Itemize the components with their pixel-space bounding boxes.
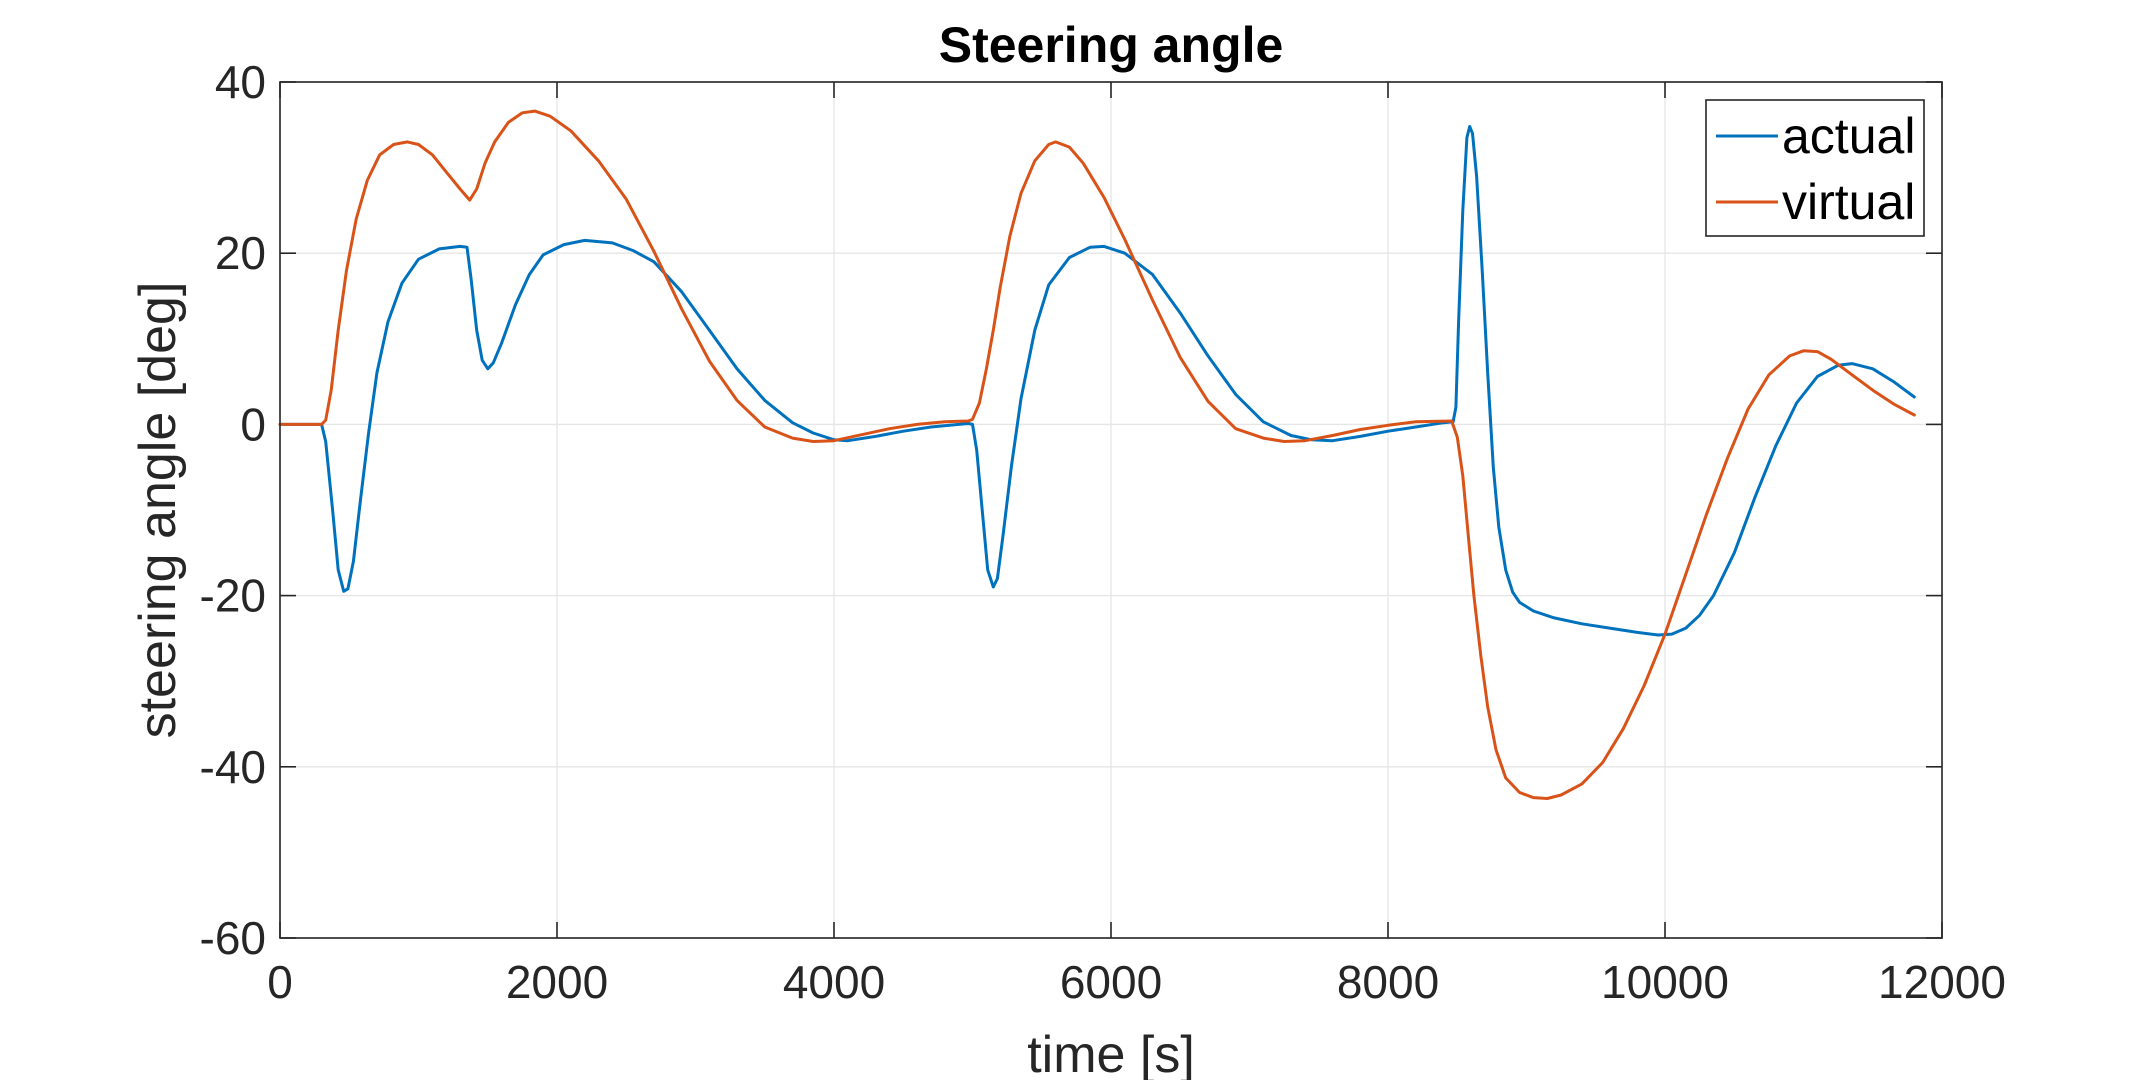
y-tick-labels: -60 -40 -20 0 20 40 xyxy=(200,56,266,964)
series-line-virtual xyxy=(278,109,1916,800)
legend-actual-label: actual xyxy=(1782,108,1915,164)
y-tick-label: -20 xyxy=(200,570,266,622)
x-tick-label: 8000 xyxy=(1337,956,1439,1008)
x-tick-label: 10000 xyxy=(1601,956,1729,1008)
y-tick-label: 0 xyxy=(240,398,266,450)
x-tick-label: 6000 xyxy=(1060,956,1162,1008)
y-tick-label: 20 xyxy=(215,227,266,279)
legend: actual virtual xyxy=(1705,99,1925,237)
y-tick-label: -60 xyxy=(200,912,266,964)
series-layer xyxy=(278,109,1916,800)
x-tick-label: 0 xyxy=(267,956,293,1008)
axes-box xyxy=(279,81,1943,939)
chart-title: Steering angle xyxy=(939,17,1284,73)
x-tick-label: 12000 xyxy=(1878,956,2006,1008)
x-tick-labels: 0 2000 4000 6000 8000 10000 12000 xyxy=(267,956,2006,1008)
y-tick-label: -40 xyxy=(200,741,266,793)
legend-box xyxy=(1705,99,1925,237)
x-tick-label: 2000 xyxy=(506,956,608,1008)
y-axis-label: steering angle [deg] xyxy=(129,282,187,739)
legend-virtual-label: virtual xyxy=(1782,174,1915,230)
series-line-actual xyxy=(278,125,1916,637)
y-tick-label: 40 xyxy=(215,56,266,108)
x-tick-label: 4000 xyxy=(783,956,885,1008)
x-axis-label: time [s] xyxy=(1027,1026,1195,1080)
